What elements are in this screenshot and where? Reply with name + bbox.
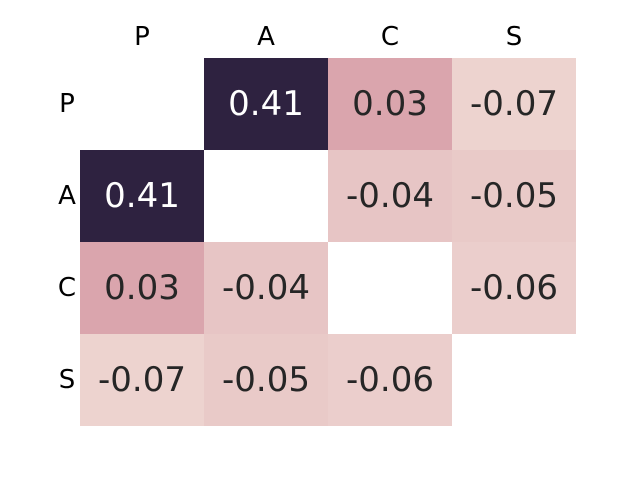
cell-value-P-A: 0.41: [228, 84, 304, 124]
heatmap-cell-A-P: [80, 150, 204, 242]
x-tick-label-A: A: [257, 22, 275, 52]
heatmap-cell-labels: 0.41 0.03 -0.07 0.41 -0.04 -0.05 0.03 -0.04 -0.0…: [98, 84, 558, 400]
heatmap-cell-C-A: [204, 242, 328, 334]
cell-value-P-C: 0.03: [352, 84, 428, 124]
cell-value-A-C: -0.04: [346, 176, 434, 216]
x-tick-label-P: P: [134, 22, 150, 52]
heatmap-cell-C-P: [80, 242, 204, 334]
heatmap-cells: [80, 58, 576, 426]
cell-value-C-P: 0.03: [104, 268, 180, 308]
cell-value-A-P: 0.41: [104, 176, 180, 216]
y-tick-label-A: A: [58, 181, 76, 211]
y-tick-label-C: C: [58, 273, 76, 303]
cell-value-S-C: -0.06: [346, 360, 434, 400]
heatmap-cell-P-A: [204, 58, 328, 150]
x-tick-label-C: C: [381, 22, 399, 52]
heatmap-cell-S-A: [204, 334, 328, 426]
cell-value-A-S: -0.05: [470, 176, 558, 216]
y-axis-tick-labels: P A C S: [58, 89, 76, 395]
heatmap-cell-P-C: [328, 58, 452, 150]
y-tick-label-S: S: [59, 365, 76, 395]
cell-value-P-S: -0.07: [470, 84, 558, 124]
cell-value-C-A: -0.04: [222, 268, 310, 308]
heatmap-cell-S-P: [80, 334, 204, 426]
x-tick-label-S: S: [506, 22, 523, 52]
cell-value-S-A: -0.05: [222, 360, 310, 400]
y-tick-label-P: P: [59, 89, 75, 119]
heatmap-cell-A-S: [452, 150, 576, 242]
cell-value-S-P: -0.07: [98, 360, 186, 400]
heatmap-cell-A-C: [328, 150, 452, 242]
heatmap-cell-P-S: [452, 58, 576, 150]
heatmap-cell-C-S: [452, 242, 576, 334]
heatmap-cell-S-C: [328, 334, 452, 426]
cell-value-C-S: -0.06: [470, 268, 558, 308]
